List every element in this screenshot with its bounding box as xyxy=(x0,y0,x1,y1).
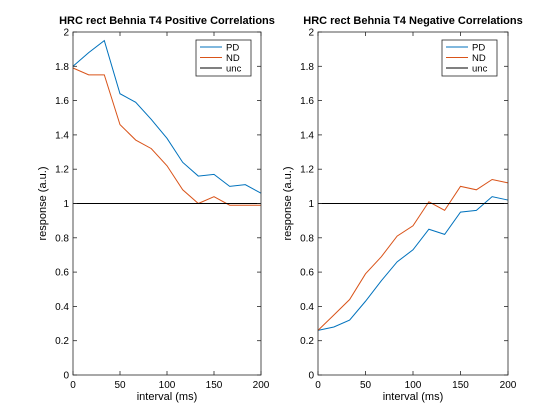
y-tick-label: 0.6 xyxy=(300,268,314,279)
y-tick-label: 1.8 xyxy=(55,62,69,73)
series-line-nd xyxy=(317,178,509,331)
series-line-pd xyxy=(317,196,509,331)
legend-label-nd: ND xyxy=(226,53,240,64)
legend-label-unc: unc xyxy=(472,63,488,74)
y-tick-label: 2 xyxy=(63,28,69,39)
y-tick-label: 0 xyxy=(63,371,69,382)
legend-label-nd: ND xyxy=(472,53,486,64)
x-axis-label: interval (ms) xyxy=(383,391,444,403)
y-tick-label: 0.2 xyxy=(55,336,69,347)
y-tick-label: 1.2 xyxy=(55,165,69,176)
chart-panel-2: 0 50 100 150 200 0 0.2 0.4 0.6 0.8 1 1.2 1.4 1.6 1.8 2H… xyxy=(282,15,523,403)
y-tick-label: 1 xyxy=(63,199,69,210)
series-line-pd xyxy=(72,39,262,194)
y-tick-label: 0.6 xyxy=(55,268,69,279)
y-tick-label: 0.4 xyxy=(300,302,314,313)
x-tick-label: 50 xyxy=(114,380,126,391)
y-tick-label: 1.4 xyxy=(55,130,69,141)
y-tick-label: 2 xyxy=(308,28,314,39)
x-tick-label: 0 xyxy=(70,380,76,391)
y-tick-label: 1 xyxy=(308,199,314,210)
y-tick-label: 1.8 xyxy=(300,62,314,73)
y-axis-label: response (a.u.) xyxy=(37,167,49,241)
legend-label-pd: PD xyxy=(226,42,239,53)
y-axis-label: response (a.u.) xyxy=(282,167,294,241)
chart-panel-1: 0 50 100 150 200 0 0.2 0.4 0.6 0.8 1 1.2 1.4 1.6 1.8 2H… xyxy=(37,15,275,403)
chart-title: HRC rect Behnia T4 Negative Correlations xyxy=(303,15,522,27)
x-axis-label: interval (ms) xyxy=(137,391,198,403)
y-tick-label: 0.4 xyxy=(55,302,69,313)
y-tick-label: 1.4 xyxy=(300,130,314,141)
y-tick-label: 0.8 xyxy=(300,233,314,244)
y-tick-label: 0 xyxy=(308,371,314,382)
chart-title: HRC rect Behnia T4 Positive Correlations xyxy=(59,15,275,27)
x-tick-label: 100 xyxy=(159,380,176,391)
x-tick-label: 200 xyxy=(253,380,270,391)
x-tick-label: 150 xyxy=(452,380,469,391)
x-tick-label: 150 xyxy=(206,380,223,391)
y-tick-label: 1.2 xyxy=(300,165,314,176)
y-tick-label: 1.6 xyxy=(55,96,69,107)
legend-label-unc: unc xyxy=(226,63,242,74)
x-tick-label: 100 xyxy=(405,380,422,391)
x-tick-label: 50 xyxy=(360,380,372,391)
series-line-nd xyxy=(72,67,261,206)
legend-label-pd: PD xyxy=(472,42,485,53)
y-tick-label: 0.2 xyxy=(300,336,314,347)
y-tick-label: 0.8 xyxy=(55,233,69,244)
x-tick-label: 200 xyxy=(500,380,517,391)
x-tick-label: 0 xyxy=(315,380,321,391)
y-tick-label: 1.6 xyxy=(300,96,314,107)
